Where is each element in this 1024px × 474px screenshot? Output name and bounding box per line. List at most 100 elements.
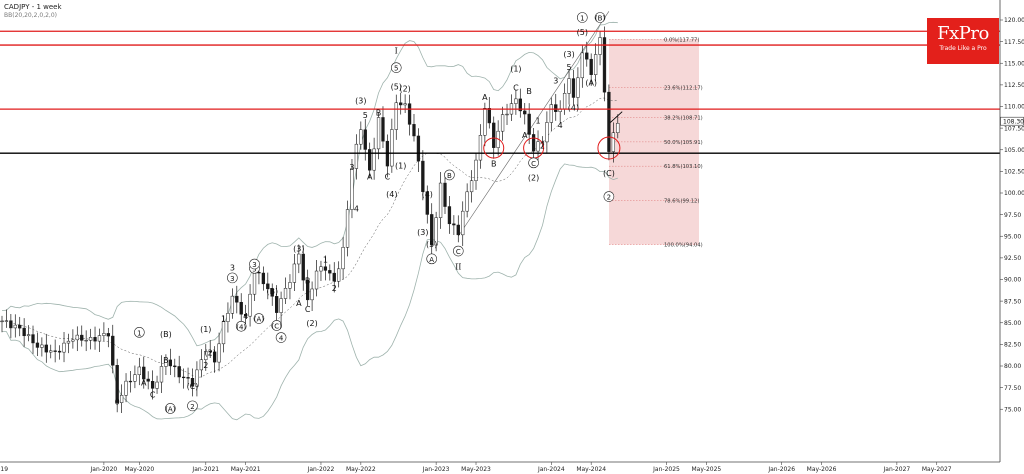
wave-label: (B) (595, 15, 606, 23)
x-tick-label: Jan-2027 (883, 466, 911, 473)
fib-label: 100.0%(94.04) (664, 243, 703, 249)
x-tick-label: Jan-2024 (537, 466, 565, 473)
y-tick-label: 82.50 (1004, 342, 1021, 349)
candle-body (71, 339, 75, 342)
candle-body (483, 108, 487, 136)
candle-body (244, 313, 248, 317)
candle-body (0, 320, 4, 323)
candle-body (425, 191, 429, 215)
last-price-label: 108.30 (1003, 118, 1024, 125)
y-tick-label: 102.50 (1004, 169, 1024, 176)
candle-body (421, 160, 425, 192)
candle-body (500, 114, 505, 132)
candle-body (35, 342, 40, 348)
candle-body (279, 298, 283, 313)
candle-body (452, 223, 456, 226)
candle-body (270, 288, 274, 297)
candle-body (399, 102, 403, 106)
wave-label: 4 (243, 312, 248, 321)
wave-circle (528, 157, 539, 169)
candle-body (93, 337, 97, 342)
y-tick-label: 85.00 (1004, 320, 1021, 327)
wave-label: (A) (254, 316, 265, 324)
wave-circle (594, 12, 606, 23)
wave-label: 0 (115, 398, 120, 407)
candle-body (323, 266, 328, 271)
y-tick-label: 77.50 (1004, 385, 1021, 392)
candle-body (602, 37, 607, 93)
target-circle (483, 137, 505, 159)
wave-label: A (367, 173, 373, 182)
candle-body (456, 224, 460, 236)
wave-circle (444, 169, 455, 181)
x-tick-label: May-2022 (346, 466, 376, 473)
wave-label: 2 (190, 403, 194, 411)
candle-body (62, 342, 66, 353)
candle-body (261, 272, 266, 285)
candle-body (53, 350, 57, 352)
candle-body (217, 343, 221, 363)
wave-label: (C) (187, 382, 199, 391)
candle-body (505, 113, 509, 116)
candle-body (177, 366, 181, 378)
wave-circle (452, 245, 464, 257)
horizontal-levels (0, 30, 1000, 154)
candle-body (438, 182, 443, 218)
candle-body (22, 327, 26, 337)
wave-label: (5) (391, 83, 402, 92)
y-tick-label: 87.50 (1004, 298, 1021, 305)
wave-label: (A) (165, 405, 176, 413)
candle-body (111, 335, 115, 366)
candle-body (350, 168, 354, 210)
y-tick-label: 95.00 (1004, 233, 1021, 240)
candle-body (403, 103, 407, 106)
candle-body (26, 334, 31, 337)
candle-body (607, 91, 611, 152)
wave-label: 2 (203, 361, 208, 370)
y-tick-label: 80.00 (1004, 363, 1021, 370)
y-tick-label: 115.00 (1004, 60, 1024, 67)
wave-label: 1 (535, 116, 540, 125)
candle-body (221, 321, 226, 345)
candle-body (616, 123, 620, 133)
candle-body (168, 359, 172, 367)
y-tick-label: 75.00 (1004, 406, 1021, 413)
candle-body (523, 110, 527, 115)
wave-label: (4) (236, 323, 246, 331)
candle-body (292, 263, 297, 283)
wave-label: B (447, 172, 452, 180)
x-tick-label: Jan-2022 (307, 466, 335, 473)
candle-body (252, 272, 257, 295)
wave-label: (3) (417, 228, 428, 237)
fib-label: 61.8%(103.10) (664, 164, 703, 170)
wave-label: 4 (354, 205, 359, 214)
candle-body (288, 282, 292, 289)
wave-label: B (163, 356, 169, 365)
candle-body (567, 78, 571, 94)
candle-body (297, 253, 301, 265)
wave-label: B (376, 109, 382, 118)
wave-circle (577, 12, 588, 23)
candle-body (447, 206, 452, 225)
y-tick-label: 120.00 (1004, 17, 1024, 24)
candle-body (248, 293, 252, 317)
y-tick-label: 100.00 (1004, 190, 1024, 197)
candle-body (531, 134, 536, 152)
wave-label: C (531, 160, 536, 168)
wave-label: C (305, 305, 311, 314)
wave-label: (2) (528, 174, 539, 183)
wave-label: (1) (200, 325, 211, 334)
candle-body (230, 295, 235, 314)
wave-label: (C) (271, 322, 282, 330)
candle-body (204, 351, 208, 360)
candle-body (434, 217, 438, 246)
candle-body (142, 366, 146, 380)
wave-label: 5 (363, 111, 368, 120)
candle-body (372, 148, 376, 171)
candle-body (345, 209, 350, 248)
candles (0, 26, 620, 414)
candle-body (235, 295, 239, 303)
x-tick-label: May-2019 (0, 466, 8, 473)
fib-label: 23.6%(112.17) (664, 86, 703, 92)
trend-lines (458, 11, 623, 237)
